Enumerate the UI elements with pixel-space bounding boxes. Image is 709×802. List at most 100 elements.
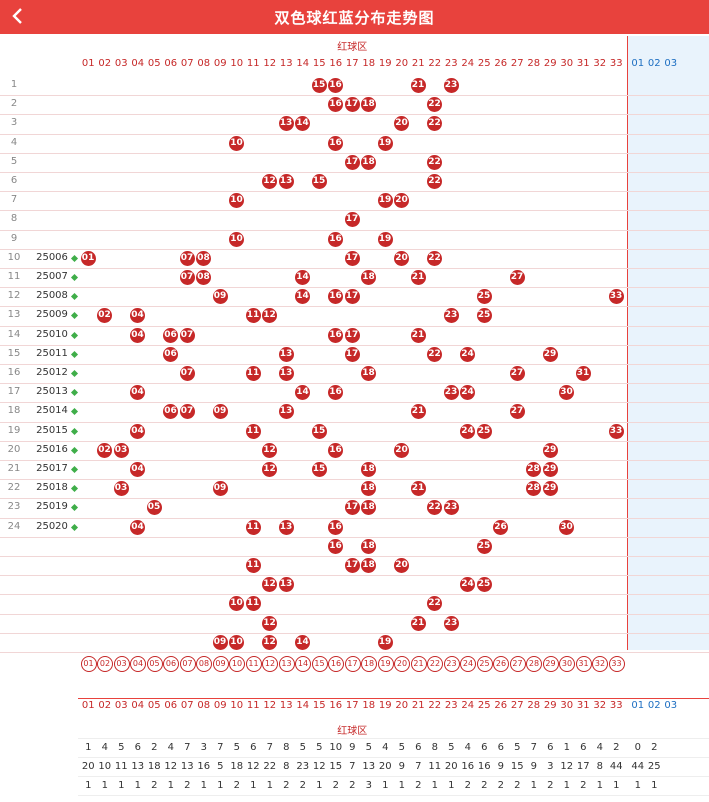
red-number-circle[interactable]: 02 [97, 656, 113, 672]
red-number-circle[interactable]: 20 [394, 656, 410, 672]
red-ball: 09 [212, 404, 228, 420]
stat-value: 5 [514, 742, 521, 753]
red-number-header: 05 [147, 58, 161, 69]
red-number-circle[interactable]: 08 [196, 656, 212, 672]
red-ball: 07 [179, 404, 195, 420]
stat-value: 6 [547, 742, 554, 753]
chevron-left-icon [12, 8, 22, 24]
red-ball: 05 [146, 500, 162, 516]
red-number-circle[interactable]: 14 [295, 656, 311, 672]
stat-value: 11 [428, 761, 442, 772]
stat-value: 2 [481, 780, 488, 791]
red-number-header: 07 [180, 58, 194, 69]
stat-value: 23 [296, 761, 310, 772]
footer-red-number: 18 [362, 700, 376, 711]
red-number-circle[interactable]: 15 [311, 656, 328, 672]
red-ball: 10 [229, 596, 244, 612]
red-ball: 10 [229, 135, 244, 151]
stat-value: 6 [250, 742, 257, 753]
stat-value: 2 [415, 780, 422, 791]
red-number-circle[interactable]: 31 [575, 656, 592, 672]
red-number-circle[interactable]: 07 [179, 656, 196, 672]
red-ball: 20 [394, 442, 409, 458]
footer-red-number: 25 [477, 700, 491, 711]
stat-value: 6 [497, 742, 504, 753]
red-ball: 11 [245, 519, 261, 535]
red-ball: 17 [344, 250, 360, 266]
footer-blue-number: 02 [647, 700, 661, 711]
red-number-circle[interactable]: 11 [245, 656, 262, 672]
footer-red-number: 17 [345, 700, 359, 711]
red-ball: 33 [608, 423, 624, 439]
red-ball: 07 [179, 250, 195, 266]
red-number-circle[interactable]: 03 [113, 656, 130, 672]
red-number-circle[interactable]: 09 [212, 656, 229, 672]
blue-stat-value: 44 [631, 761, 645, 772]
red-ball: 04 [130, 519, 145, 535]
red-ball: 19 [377, 634, 393, 650]
red-number-circle[interactable]: 10 [229, 656, 245, 672]
red-ball: 12 [262, 442, 277, 458]
stat-value: 15 [329, 761, 343, 772]
red-number-circle[interactable]: 29 [542, 656, 559, 672]
red-ball: 20 [394, 116, 409, 132]
footer-row-line [78, 776, 709, 777]
red-number-circle[interactable]: 06 [163, 656, 179, 672]
stat-value: 6 [134, 742, 141, 753]
period-number: 25009 [36, 309, 68, 321]
red-number-header: 12 [263, 58, 277, 69]
red-number-circle[interactable]: 12 [262, 656, 278, 672]
footer-red-number: 33 [609, 700, 623, 711]
stat-value: 5 [233, 742, 240, 753]
red-number-circle[interactable]: 26 [493, 656, 509, 672]
draw-row: 10 25006 01 07 08 17 20 22 [0, 249, 709, 269]
red-number-circle[interactable]: 33 [608, 656, 625, 672]
footer-red-number: 08 [197, 700, 211, 711]
red-ball: 23 [443, 78, 459, 93]
red-number-header: 09 [213, 58, 227, 69]
period-number: 25016 [36, 443, 68, 455]
red-number-circle[interactable]: 25 [476, 656, 493, 672]
red-number-circle[interactable]: 30 [559, 656, 575, 672]
red-ball: 22 [427, 346, 442, 362]
red-ball: 15 [311, 423, 327, 439]
red-number-circle[interactable]: 17 [344, 656, 361, 672]
footer-red-number: 02 [98, 700, 112, 711]
red-ball: 24 [460, 423, 475, 439]
red-ball: 08 [196, 270, 211, 285]
red-number-circle[interactable]: 05 [146, 656, 163, 672]
red-ball: 21 [410, 481, 426, 497]
row-index: 20 [7, 443, 21, 455]
red-ball: 17 [344, 346, 360, 362]
red-number-circle[interactable]: 28 [526, 656, 542, 672]
red-number-circle[interactable]: 27 [509, 656, 526, 672]
red-number-circle[interactable]: 32 [592, 656, 608, 672]
red-ball: 04 [130, 308, 145, 324]
footer-red-number: 04 [131, 700, 145, 711]
red-number-circle[interactable]: 22 [427, 656, 443, 672]
red-number-circle[interactable]: 19 [377, 656, 394, 672]
red-number-circle[interactable]: 21 [410, 656, 427, 672]
red-number-header: 29 [543, 58, 557, 69]
red-number-circle[interactable]: 24 [460, 656, 476, 672]
red-ball: 18 [361, 538, 376, 554]
back-button[interactable] [6, 4, 30, 28]
red-number-circle[interactable]: 04 [130, 656, 146, 672]
red-number-circle[interactable]: 23 [443, 656, 460, 672]
red-ball: 09 [212, 289, 228, 305]
footer-red-zone-label: 红球区 [337, 726, 368, 737]
stat-value: 11 [114, 761, 128, 772]
red-number-circle[interactable]: 18 [361, 656, 377, 672]
period-number: 25006 [36, 251, 68, 263]
draw-row: 11 25007 07 08 14 18 21 27 [0, 268, 709, 289]
draw-row: 23 25019 05 17 18 22 23 [0, 498, 709, 519]
footer-red-number: 27 [510, 700, 524, 711]
draw-row: 20 25016 02 03 12 16 20 29 [0, 441, 709, 461]
red-number-circle[interactable]: 01 [80, 656, 97, 672]
red-number-circle[interactable]: 13 [278, 656, 295, 672]
blue-stat-value: 2 [651, 742, 658, 753]
red-number-circle[interactable]: 16 [328, 656, 344, 672]
stat-value: 5 [217, 761, 224, 772]
period-number: 25013 [36, 386, 68, 398]
stat-value: 2 [233, 780, 240, 791]
